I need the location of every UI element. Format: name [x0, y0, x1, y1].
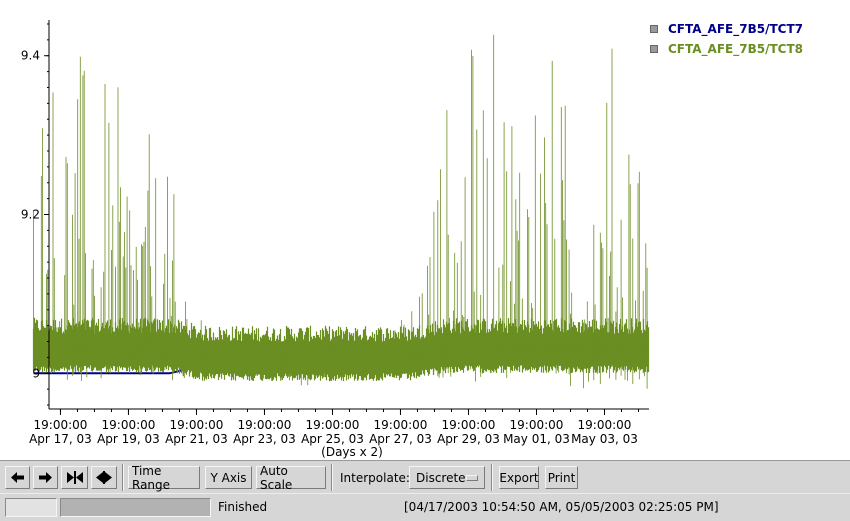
arrow-left-icon — [11, 472, 24, 483]
legend: CFTA_AFE_7B5/TCT7 CFTA_AFE_7B5/TCT8 — [650, 19, 803, 59]
toolbar-separator — [491, 464, 493, 491]
export-button[interactable]: Export — [499, 466, 539, 489]
progress-bar — [60, 498, 211, 517]
x-tick-time: 19:00:00 — [306, 418, 360, 432]
legend-item: CFTA_AFE_7B5/TCT7 — [650, 19, 803, 39]
x-tick-date: May 01, 03 — [503, 432, 570, 446]
x-tick-time: 19:00:00 — [510, 418, 564, 432]
x-tick-time: 19:00:00 — [238, 418, 292, 432]
series-line-tct8 — [33, 337, 648, 370]
plot-area: 9 9.2 9.4 19:00:00 Apr 17, 03 19:00:00 Apr 19,… — [21, 19, 803, 459]
interpolate-value: Discrete — [416, 470, 466, 485]
zoom-in-icon — [66, 471, 83, 484]
toolbar-separator — [122, 464, 124, 491]
toolbar-separator — [331, 464, 333, 491]
x-tick-date: Apr 29, 03 — [437, 432, 500, 446]
time-range-button[interactable]: Time Range — [128, 464, 200, 492]
x-tick-date: Apr 25, 03 — [301, 432, 364, 446]
x-tick-time: 19:00:00 — [34, 418, 88, 432]
legend-label: CFTA_AFE_7B5/TCT8 — [668, 42, 803, 56]
status-indicator — [5, 498, 57, 517]
status-bar: Finished [04/17/2003 10:54:50 AM, 05/05/… — [0, 493, 850, 521]
scroll-right-button[interactable] — [33, 466, 58, 489]
auto-scale-button[interactable]: Auto Scale — [256, 464, 326, 492]
arrow-right-icon — [39, 472, 52, 483]
legend-swatch — [650, 45, 658, 53]
x-tick-time: 19:00:00 — [442, 418, 496, 432]
zoom-out-button[interactable] — [91, 466, 117, 489]
x-tick-date: Apr 21, 03 — [165, 432, 228, 446]
status-message: Finished — [218, 500, 268, 514]
legend-label: CFTA_AFE_7B5/TCT7 — [668, 22, 803, 36]
x-tick-date: Apr 19, 03 — [97, 432, 160, 446]
x-tick-date: Apr 17, 03 — [29, 432, 92, 446]
x-axis-title: (Days x 2) — [321, 445, 383, 459]
interpolate-select[interactable]: Discrete — [409, 466, 485, 489]
x-tick-date: Apr 23, 03 — [233, 432, 296, 446]
y-tick-label: 9.4 — [21, 49, 40, 63]
toolbar: Time Range Y Axis Auto Scale Interpolate… — [0, 460, 850, 493]
zoom-out-icon — [96, 471, 112, 484]
option-menu-icon — [466, 474, 478, 481]
time-range-readout: [04/17/2003 10:54:50 AM, 05/05/2003 02:2… — [404, 500, 719, 514]
x-tick-time: 19:00:00 — [102, 418, 156, 432]
x-tick-time: 19:00:00 — [578, 418, 632, 432]
y-axis-button[interactable]: Y Axis — [205, 466, 252, 489]
print-button[interactable]: Print — [545, 466, 578, 489]
zoom-in-button[interactable] — [61, 466, 88, 489]
x-tick-date: Apr 27, 03 — [369, 432, 432, 446]
x-tick-time: 19:00:00 — [374, 418, 428, 432]
x-tick-time: 19:00:00 — [170, 418, 224, 432]
scroll-left-button[interactable] — [5, 466, 30, 489]
y-tick-label: 9.2 — [21, 208, 40, 222]
y-tick-label: 9 — [32, 366, 40, 380]
legend-item: CFTA_AFE_7B5/TCT8 — [650, 39, 803, 59]
legend-swatch — [650, 25, 658, 33]
interpolate-label: Interpolate: — [340, 471, 410, 485]
x-tick-date: May 03, 03 — [571, 432, 638, 446]
